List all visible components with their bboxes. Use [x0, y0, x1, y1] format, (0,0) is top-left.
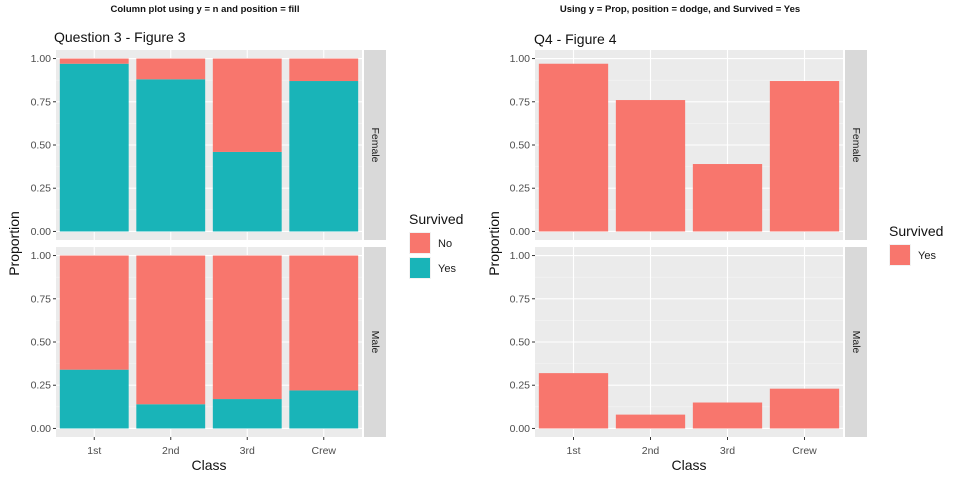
bar-yes-1st [538, 63, 609, 232]
facet-panel-female: 0.00 0.25 0.50 0.75 1.00 Female [510, 50, 867, 240]
bar-yes-2nd [136, 404, 206, 429]
y-tick-label: 0.50 [31, 337, 52, 349]
x-tick-label: 3rd [720, 445, 735, 457]
bar-yes-1st [59, 369, 129, 429]
bar-yes-crew [769, 81, 840, 232]
bar-yes-1st [538, 373, 609, 429]
bar-yes-2nd [136, 79, 206, 232]
facet-strip-label: Male [850, 331, 862, 354]
y-tick-label: 0.75 [31, 96, 52, 108]
y-tick-label: 0.00 [31, 226, 52, 238]
chart-header: Column plot using y = n and position = f… [111, 4, 300, 15]
legend: Survived Yes [889, 223, 943, 266]
bar-no-2nd [136, 58, 206, 80]
facet-strip [364, 247, 386, 437]
bar-yes-3rd [692, 164, 763, 232]
y-tick-label: 0.25 [510, 183, 531, 195]
bar-yes-crew [289, 390, 359, 429]
legend-label-yes: Yes [438, 263, 456, 275]
y-tick-label: 1.00 [510, 53, 531, 65]
y-tick-label: 0.75 [510, 96, 531, 108]
bar-no-1st [59, 255, 129, 370]
legend-key-yes [410, 258, 430, 278]
legend: Survived No Yes [409, 211, 463, 279]
bar-yes-2nd [615, 100, 686, 232]
y-tick-label: 1.00 [510, 250, 531, 262]
bar-no-2nd [136, 255, 206, 405]
y-axis-title: Proportion [6, 211, 22, 276]
y-tick-label: 0.25 [510, 380, 531, 392]
y-tick-label: 0.75 [510, 293, 531, 305]
y-tick-label: 0.75 [31, 293, 52, 305]
legend-key-no [410, 233, 430, 253]
facet-panel-male: 0.00 0.25 0.50 0.75 1.00 Male [31, 247, 386, 437]
legend-title: Survived [889, 223, 943, 239]
y-axis-title: Proportion [486, 211, 502, 276]
x-tick-label: Crew [792, 445, 817, 457]
y-tick-label: 0.50 [510, 337, 531, 349]
y-tick-label: 1.00 [31, 53, 52, 65]
y-tick-label: 0.00 [510, 423, 531, 435]
chart-2: Using y = Prop, position = dodge, and Su… [486, 4, 943, 473]
chart-title: Q4 - Figure 4 [534, 31, 617, 47]
bar-no-3rd [212, 255, 282, 400]
legend-label-no: No [438, 238, 452, 250]
facet-strip-label: Female [850, 127, 862, 162]
bar-yes-3rd [212, 151, 282, 232]
facet-panel-female: 0.00 0.25 0.50 0.75 1.00 Female [31, 50, 386, 240]
y-tick-label: 0.25 [31, 183, 52, 195]
bar-yes-2nd [615, 414, 686, 429]
legend-key-yes [890, 245, 910, 265]
x-tick-label: 2nd [162, 445, 180, 457]
facet-strip [845, 50, 867, 240]
y-tick-label: 0.00 [510, 226, 531, 238]
facet-strip [364, 50, 386, 240]
facet-strip [845, 247, 867, 437]
legend-title: Survived [409, 211, 463, 227]
y-tick-label: 0.50 [31, 140, 52, 152]
y-tick-label: 0.00 [31, 423, 52, 435]
y-tick-label: 0.50 [510, 140, 531, 152]
bar-no-1st [59, 58, 129, 64]
bar-no-crew [289, 255, 359, 391]
x-tick-label: 2nd [642, 445, 660, 457]
chart-title: Question 3 - Figure 3 [54, 29, 186, 45]
bar-no-crew [289, 58, 359, 82]
y-tick-label: 0.25 [31, 380, 52, 392]
facet-strip-label: Female [369, 127, 381, 162]
y-tick-label: 1.00 [31, 250, 52, 262]
facet-panel-male: 0.00 0.25 0.50 0.75 1.00 Male [510, 247, 867, 437]
bar-yes-3rd [212, 399, 282, 429]
chart-header: Using y = Prop, position = dodge, and Su… [560, 4, 800, 15]
legend-label-yes: Yes [918, 250, 936, 262]
x-axis-title: Class [671, 457, 706, 473]
bar-yes-3rd [692, 402, 763, 429]
x-tick-label: 1st [87, 445, 101, 457]
bar-yes-crew [769, 388, 840, 429]
chart-1: Column plot using y = n and position = f… [6, 4, 463, 473]
x-tick-label: Crew [311, 445, 336, 457]
bar-no-3rd [212, 58, 282, 152]
x-tick-label: 1st [566, 445, 580, 457]
bar-yes-1st [59, 63, 129, 232]
x-tick-label: 3rd [240, 445, 255, 457]
x-axis-title: Class [191, 457, 226, 473]
bar-yes-crew [289, 81, 359, 232]
facet-strip-label: Male [369, 331, 381, 354]
